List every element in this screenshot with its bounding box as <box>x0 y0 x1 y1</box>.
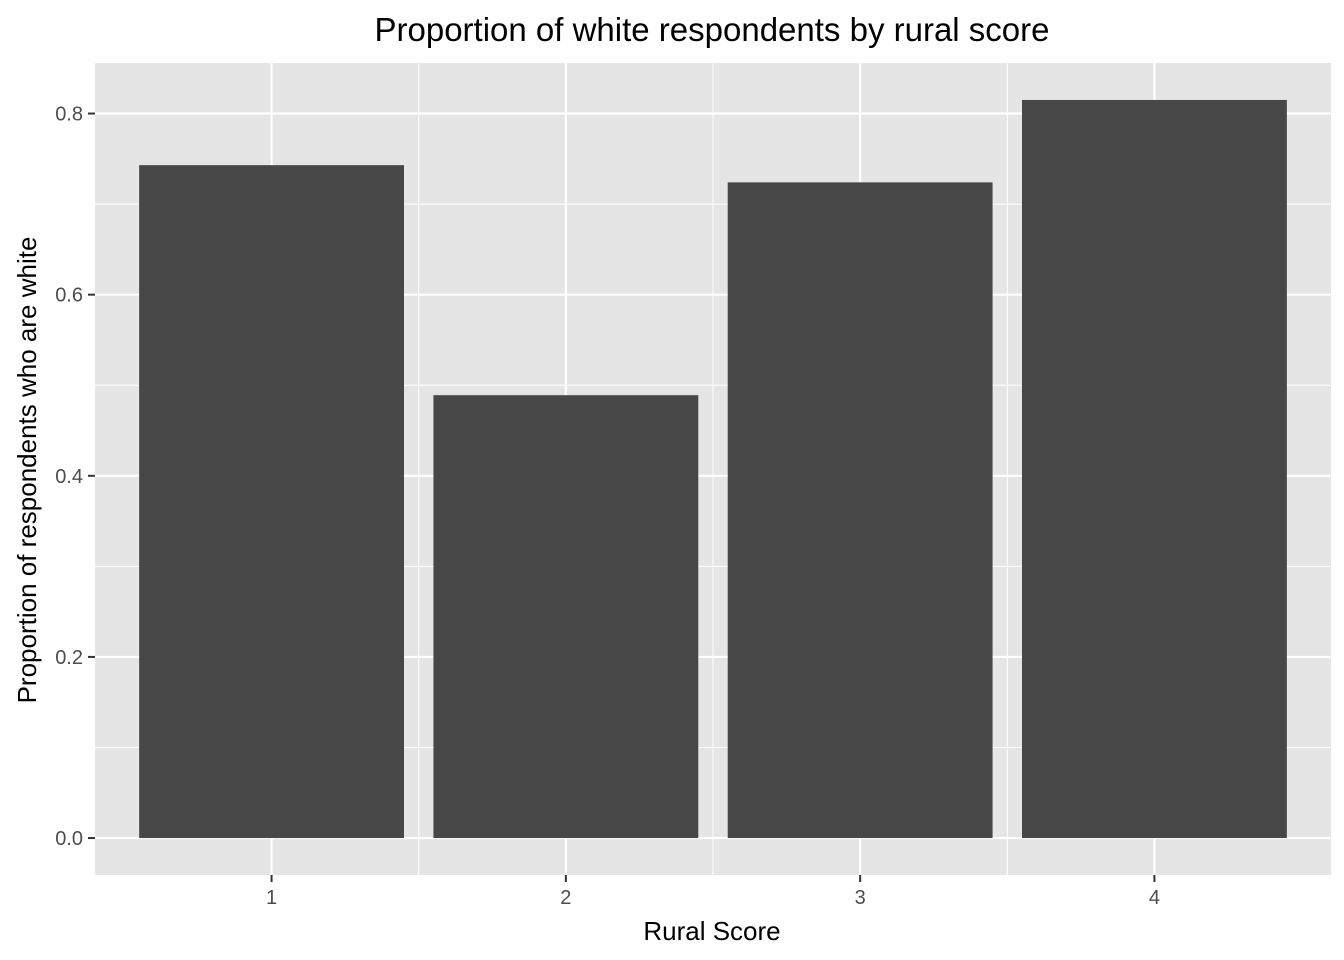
chart-title: Proportion of white respondents by rural… <box>374 11 1049 48</box>
x-tick-label: 2 <box>560 887 571 909</box>
bars <box>139 99 1287 839</box>
x-tick-label: 4 <box>1149 887 1160 909</box>
y-tick-label: 0.6 <box>55 285 83 307</box>
x-tick-label: 3 <box>855 887 866 909</box>
y-tick-label: 0.2 <box>55 647 83 669</box>
x-tick-label: 1 <box>266 887 277 909</box>
bar-4 <box>1022 99 1287 839</box>
bar-2 <box>433 395 699 839</box>
x-axis: 1 2 3 4 <box>266 875 1160 909</box>
y-axis: 0.0 0.2 0.4 0.6 0.8 <box>55 104 95 850</box>
y-tick-label: 0.4 <box>55 466 83 488</box>
bar-3 <box>727 182 993 839</box>
y-axis-title: Proportion of respondents who are white <box>12 237 42 704</box>
y-tick-label: 0.8 <box>55 104 83 126</box>
x-axis-title: Rural Score <box>643 916 780 946</box>
y-tick-label: 0.0 <box>55 828 83 850</box>
bar-1 <box>139 165 404 839</box>
